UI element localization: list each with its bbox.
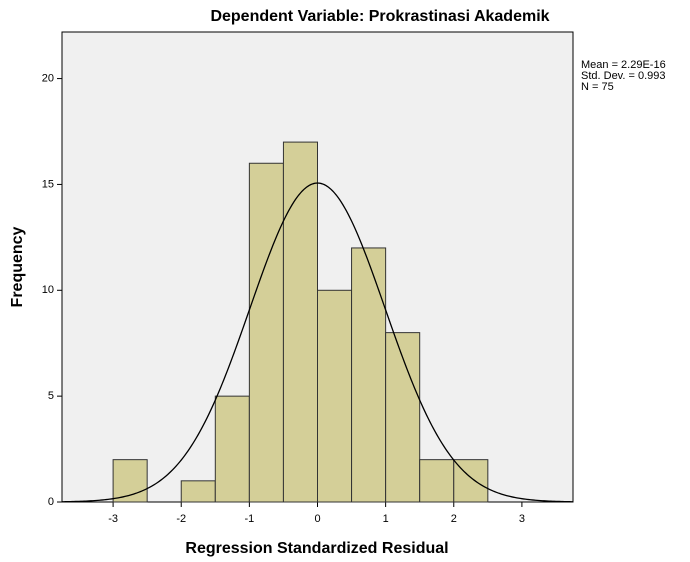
bar (317, 289, 353, 503)
x-tick-label: 2 (451, 513, 457, 525)
bar (351, 247, 387, 503)
bar (214, 395, 250, 503)
x-tick-label: -1 (244, 513, 254, 525)
x-tick-label: -2 (176, 513, 186, 525)
y-tick-label: 5 (48, 390, 54, 402)
x-tick-label: 1 (383, 513, 389, 525)
stat-label: Std. Dev. = 0.993 (581, 70, 666, 82)
normal-curve (61, 182, 574, 503)
y-tick-label: 10 (42, 284, 54, 296)
x-tick-label: -3 (108, 513, 118, 525)
bar (180, 480, 216, 503)
y-axis-label: Frequency (9, 226, 26, 307)
y-tick-label: 0 (48, 496, 54, 508)
stat-label: N = 75 (581, 81, 614, 93)
stat-label: Mean = 2.29E-16 (581, 59, 666, 71)
bar (419, 459, 455, 503)
chart-title: Dependent Variable: Prokrastinasi Akadem… (210, 8, 549, 25)
bar (248, 162, 284, 503)
x-tick-label: 3 (519, 513, 525, 525)
bar (385, 332, 421, 503)
y-tick-label: 15 (42, 178, 54, 190)
x-axis-label: Regression Standardized Residual (185, 540, 448, 557)
bar (282, 141, 318, 503)
y-tick-label: 20 (42, 72, 54, 84)
x-tick-label: 0 (314, 513, 320, 525)
